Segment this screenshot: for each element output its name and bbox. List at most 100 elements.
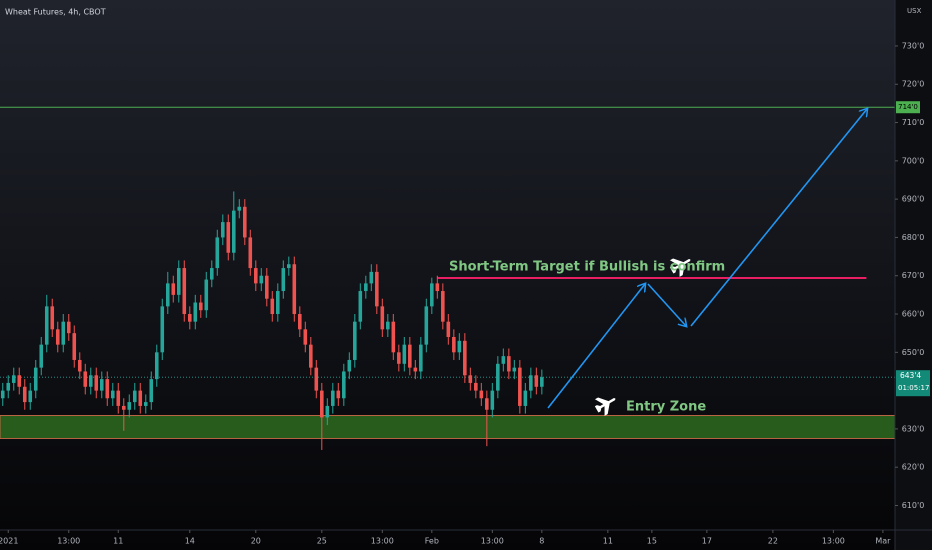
candle-body bbox=[457, 340, 462, 353]
candle-body bbox=[347, 359, 352, 372]
candle-body bbox=[138, 390, 143, 406]
candle-body bbox=[430, 283, 434, 307]
candle-body bbox=[50, 306, 55, 330]
countdown-label: 01:05:17 bbox=[898, 384, 929, 392]
candle-body bbox=[485, 398, 489, 410]
candle-body bbox=[474, 382, 478, 391]
candle-body bbox=[176, 268, 181, 295]
candle-body bbox=[39, 344, 44, 368]
candle-body bbox=[463, 340, 467, 376]
candle-body bbox=[72, 333, 77, 360]
candle-body bbox=[6, 382, 11, 391]
candle-body bbox=[99, 379, 104, 391]
last-price-label: 643'4 bbox=[900, 371, 921, 380]
candle-body bbox=[452, 336, 456, 353]
candle-body bbox=[353, 321, 357, 360]
candle-body bbox=[248, 237, 253, 269]
candle-body bbox=[408, 344, 412, 368]
arrow bbox=[647, 283, 686, 326]
candle-body bbox=[28, 390, 33, 403]
candle-body bbox=[77, 359, 82, 372]
last-price-tag bbox=[896, 370, 930, 397]
candle-body bbox=[254, 268, 258, 284]
x-tick-label: 14 bbox=[185, 537, 195, 546]
candle-body bbox=[198, 302, 203, 311]
zone-layer bbox=[0, 106, 896, 439]
x-tick-label: 17 bbox=[702, 537, 712, 546]
arrow bbox=[690, 109, 867, 327]
candle-body bbox=[105, 379, 110, 399]
candle-body bbox=[220, 222, 225, 238]
candle-body bbox=[441, 291, 445, 322]
candle-body bbox=[298, 314, 302, 330]
x-tick-label: 13:00 bbox=[822, 537, 845, 546]
x-tick-label: Feb bbox=[425, 537, 439, 546]
y-tick-label: 660'0 bbox=[902, 310, 925, 319]
axes: 730'0 720'0 710'0 700'0 690'0 680'0 670'0 660'0… bbox=[0, 41, 930, 546]
candle-body bbox=[11, 375, 16, 383]
y-tick-label: 610'0 bbox=[902, 501, 925, 510]
candle-body bbox=[193, 302, 198, 322]
candle-body bbox=[116, 390, 121, 406]
candle-body bbox=[534, 375, 539, 387]
y-tick-label: 710'0 bbox=[902, 118, 925, 127]
arrow bbox=[547, 284, 645, 409]
candle-body bbox=[380, 306, 385, 330]
x-tick-label: 13:00 bbox=[371, 537, 394, 546]
y-tick-label: 720'0 bbox=[902, 80, 925, 89]
y-tick-label: 650'0 bbox=[902, 348, 925, 357]
candle-body bbox=[22, 386, 27, 403]
candle-body bbox=[397, 352, 401, 364]
candle-body bbox=[61, 321, 66, 345]
x-tick-label: 15 bbox=[647, 537, 657, 546]
candle-body bbox=[375, 271, 379, 307]
candle-body bbox=[391, 321, 396, 353]
candle-body bbox=[232, 210, 236, 253]
candle-body bbox=[320, 390, 324, 418]
price-axis bbox=[895, 0, 932, 550]
x-tick-label: 13:00 bbox=[481, 537, 504, 546]
y-tick-label: 680'0 bbox=[902, 233, 925, 242]
candle-body bbox=[358, 291, 363, 322]
resistance-price-tag bbox=[896, 101, 920, 114]
candle-body bbox=[165, 283, 170, 307]
candle-body bbox=[66, 321, 71, 334]
candle-body bbox=[386, 321, 390, 330]
candle-body bbox=[331, 390, 335, 406]
candle-body bbox=[446, 321, 451, 337]
candle-body bbox=[490, 390, 495, 410]
candle-body bbox=[435, 283, 440, 292]
candle-body bbox=[270, 298, 275, 315]
x-tick-label: 8 bbox=[539, 537, 544, 546]
candle-body bbox=[94, 375, 99, 391]
candle-body bbox=[336, 390, 341, 399]
candle-body bbox=[501, 356, 506, 364]
x-tick-label: 13:00 bbox=[57, 537, 80, 546]
candle-body bbox=[479, 390, 484, 399]
candle-body bbox=[171, 283, 176, 295]
candle-body bbox=[265, 275, 269, 299]
chart-title: Wheat Futures, 4h, CBOT bbox=[5, 8, 106, 17]
candle-body bbox=[281, 268, 286, 292]
y-tick-label: 730'0 bbox=[902, 41, 925, 50]
candle-body bbox=[182, 268, 187, 315]
x-tick-label: 25 bbox=[317, 537, 327, 546]
candle-body bbox=[512, 367, 517, 372]
candle-body bbox=[468, 375, 473, 383]
candle-body bbox=[110, 390, 115, 399]
candle-body bbox=[55, 329, 60, 345]
annotation: Short-Term Target if Bullish is confirm bbox=[449, 260, 725, 275]
annotation: Entry Zone bbox=[626, 400, 706, 415]
y-tick-label: 670'0 bbox=[902, 271, 925, 280]
candle-body bbox=[215, 237, 220, 269]
candle-body bbox=[154, 352, 159, 380]
candle-body bbox=[88, 375, 93, 387]
candle-body bbox=[149, 379, 154, 403]
candle-body bbox=[187, 314, 192, 322]
candle-body bbox=[507, 356, 511, 372]
y-tick-label: 690'0 bbox=[902, 195, 925, 204]
x-tick-label: Mar bbox=[875, 537, 891, 546]
resistance-price-label: 714'0 bbox=[898, 103, 918, 111]
candle-body bbox=[121, 405, 126, 410]
